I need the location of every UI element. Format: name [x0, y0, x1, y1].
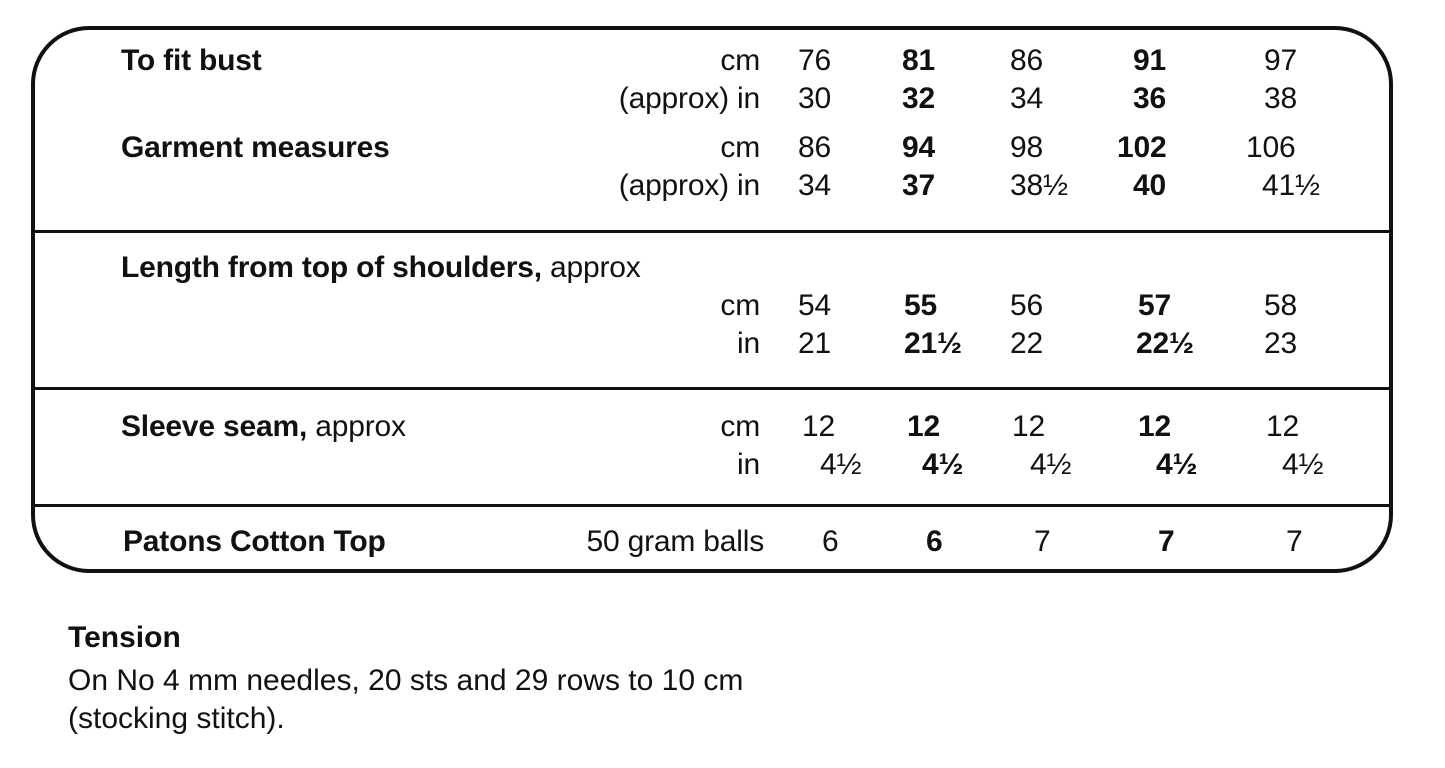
bust-cm-1: 76 [798, 44, 831, 77]
sleeve-heading: Sleeve seam, approx [121, 410, 406, 444]
sleeve-in-4: 4½ [1156, 448, 1198, 481]
yarn-unit: 50 gram balls [586, 525, 765, 558]
yarn-balls-3: 7 [1034, 525, 1051, 558]
length-cm-2: 55 [904, 289, 937, 322]
length-in-2: 21½ [904, 327, 962, 360]
sleeve-unit-cm: cm [720, 410, 760, 443]
garment-cm-3: 98 [1010, 131, 1043, 164]
tension-line-1: On No 4 mm needles, 20 sts and 29 rows t… [68, 664, 744, 697]
tension-line-2: (stocking stitch). [68, 702, 285, 735]
bust-in-3: 34 [1010, 82, 1043, 115]
length-heading: Length from top of shoulders, approx [121, 251, 641, 285]
yarn-balls-5: 7 [1286, 525, 1303, 558]
bust-unit-cm: cm [720, 44, 760, 77]
length-in-1: 21 [798, 327, 831, 360]
sleeve-cm-2: 12 [907, 410, 940, 443]
yarn-balls-1: 6 [822, 525, 839, 558]
sleeve-cm-4: 12 [1138, 410, 1171, 443]
divider-2 [35, 387, 1389, 390]
garment-in-2: 37 [902, 169, 935, 202]
bust-cm-2: 81 [902, 44, 935, 77]
garment-cm-5: 106 [1246, 131, 1296, 164]
size-table [31, 26, 1393, 573]
bust-cm-3: 86 [1010, 44, 1043, 77]
tension-title: Tension [68, 621, 181, 654]
length-cm-1: 54 [798, 289, 831, 322]
divider-3 [35, 504, 1389, 507]
length-unit-cm: cm [720, 289, 760, 322]
garment-in-5: 41½ [1262, 169, 1320, 202]
sleeve-unit-in: in [737, 448, 760, 481]
garment-cm-4: 102 [1117, 131, 1167, 164]
length-in-5: 23 [1264, 327, 1297, 360]
sleeve-in-3: 4½ [1030, 448, 1072, 481]
garment-cm-2: 94 [902, 131, 935, 164]
garment-in-4: 40 [1133, 169, 1166, 202]
garment-in-3: 38½ [1010, 169, 1068, 202]
length-cm-4: 57 [1138, 289, 1171, 322]
bust-cm-4: 91 [1133, 44, 1166, 77]
garment-label: Garment measures [121, 131, 390, 164]
bust-in-2: 32 [902, 82, 935, 115]
length-in-4: 22½ [1136, 327, 1194, 360]
bust-in-4: 36 [1133, 82, 1166, 115]
sleeve-label: Sleeve seam, [121, 410, 308, 443]
length-in-3: 22 [1010, 327, 1043, 360]
bust-label: To fit bust [121, 44, 262, 77]
sleeve-cm-1: 12 [802, 410, 835, 443]
garment-cm-1: 86 [798, 131, 831, 164]
bust-in-5: 38 [1264, 82, 1297, 115]
tension-text: On No 4 mm needles, 20 sts and 29 rows t… [68, 662, 743, 738]
yarn-balls-2: 6 [926, 525, 943, 558]
sleeve-in-5: 4½ [1282, 448, 1324, 481]
length-label: Length from top of shoulders, [121, 251, 542, 284]
length-cm-5: 58 [1264, 289, 1297, 322]
sleeve-note: approx [315, 410, 406, 443]
yarn-balls-4: 7 [1158, 525, 1175, 558]
length-unit-in: in [737, 327, 760, 360]
length-cm-3: 56 [1010, 289, 1043, 322]
yarn-label: Patons Cotton Top [123, 525, 386, 558]
sleeve-cm-5: 12 [1266, 410, 1299, 443]
garment-unit-in: (approx) in [618, 169, 760, 202]
bust-unit-in: (approx) in [618, 82, 760, 115]
bust-cm-5: 97 [1264, 44, 1297, 77]
bust-in-1: 30 [798, 82, 831, 115]
sleeve-in-1: 4½ [820, 448, 862, 481]
garment-in-1: 34 [798, 169, 831, 202]
sleeve-in-2: 4½ [922, 448, 964, 481]
sleeve-cm-3: 12 [1012, 410, 1045, 443]
garment-unit-cm: cm [720, 131, 760, 164]
length-note: approx [549, 251, 641, 284]
divider-1 [35, 230, 1389, 233]
